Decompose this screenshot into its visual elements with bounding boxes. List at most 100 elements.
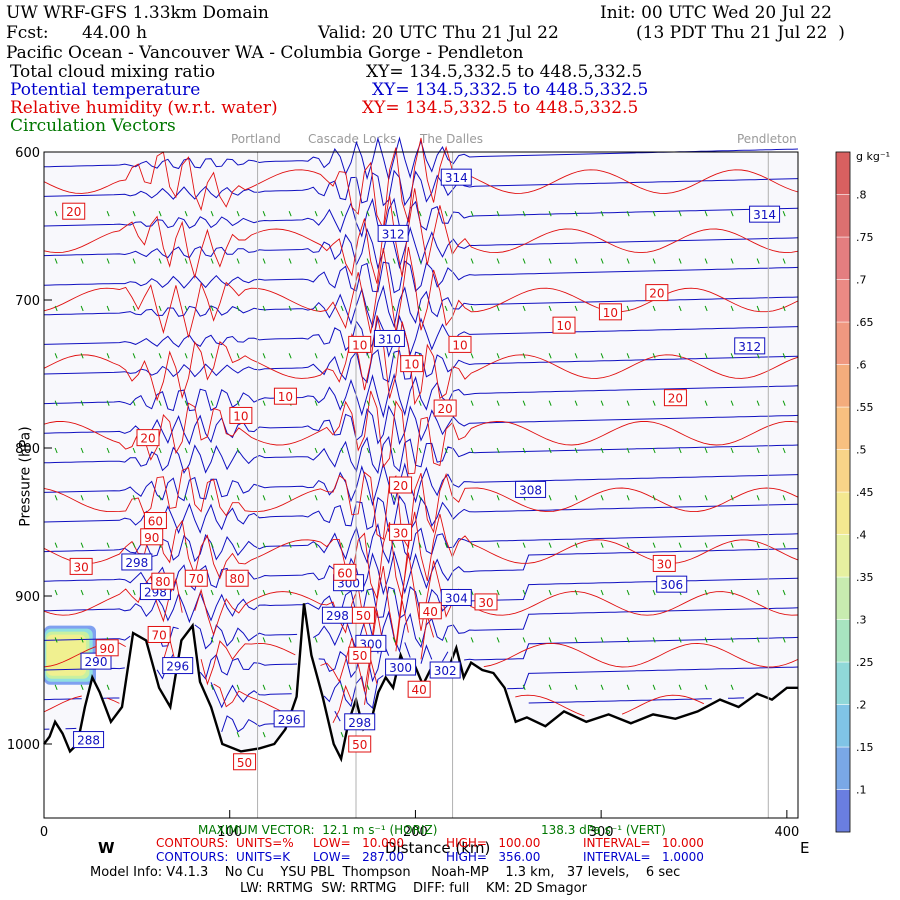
field-theta-label: Potential temperature bbox=[10, 80, 201, 100]
rh-contour-label-box bbox=[389, 476, 413, 494]
rh-contour-label-box bbox=[69, 557, 93, 575]
cloud-contour-fill bbox=[46, 634, 87, 676]
rh-contour-label: 40 bbox=[423, 605, 438, 619]
rh-contour-label: 50 bbox=[352, 649, 367, 663]
circulation-vector bbox=[54, 353, 58, 359]
circulation-vector bbox=[782, 353, 786, 359]
theta-contour-high: HIGH= 356.00 bbox=[446, 850, 541, 864]
circulation-vector bbox=[236, 589, 240, 596]
circulation-vector bbox=[262, 305, 266, 312]
circulation-vector bbox=[262, 400, 266, 406]
circulation-vector bbox=[444, 305, 448, 312]
colorbar-segment bbox=[835, 406, 851, 450]
rh-contour-label-box bbox=[663, 389, 687, 407]
rh-contour-label: 20 bbox=[649, 287, 664, 301]
circulation-vector bbox=[132, 589, 136, 596]
theta-contour-label-box bbox=[734, 337, 766, 355]
theta-contour-line bbox=[43, 607, 799, 655]
rh-contour-high: HIGH= 100.00 bbox=[446, 836, 541, 850]
circulation-vector bbox=[756, 542, 760, 548]
rh-contour-label-box bbox=[140, 528, 164, 546]
circulation-vector bbox=[184, 305, 188, 312]
circulation-vector bbox=[678, 258, 682, 264]
theta-contour-label: 290 bbox=[85, 655, 108, 669]
circulation-vector bbox=[756, 637, 760, 643]
circulation-vector bbox=[444, 447, 448, 454]
circulation-vector bbox=[522, 542, 526, 548]
circulation-vector bbox=[548, 447, 552, 454]
x-tick-label: 0 bbox=[40, 825, 48, 840]
circulation-vector bbox=[262, 637, 266, 643]
circulation-vector bbox=[132, 353, 136, 359]
circulation-vector bbox=[652, 495, 656, 501]
circulation-vector bbox=[210, 589, 214, 596]
circulation-vector bbox=[782, 495, 786, 501]
circulation-vector bbox=[158, 258, 162, 264]
circulation-vector bbox=[522, 684, 526, 690]
circulation-vector bbox=[80, 637, 84, 643]
rh-contour-label-box bbox=[348, 735, 372, 753]
circulation-vector bbox=[522, 637, 526, 643]
colorbar-units: g kg⁻¹ bbox=[856, 150, 890, 163]
circulation-vector bbox=[496, 637, 500, 643]
circulation-vector bbox=[496, 589, 500, 596]
theta-contour-label-box bbox=[385, 658, 417, 676]
rh-contour-label-box bbox=[407, 680, 431, 698]
rh-contour-interval: INTERVAL= 10.000 bbox=[583, 836, 704, 850]
theta-contour-label-box bbox=[344, 713, 376, 731]
field-cloud-xy: XY= 134.5,332.5 to 448.5,332.5 bbox=[366, 62, 643, 82]
circulation-vector bbox=[574, 542, 578, 548]
rh-contour-label: 10 bbox=[233, 409, 248, 423]
circulation-vector bbox=[184, 495, 188, 501]
model-info: Model Info: V4.1.3 No Cu YSU PBL Thompso… bbox=[90, 865, 681, 880]
circulation-vector bbox=[756, 258, 760, 264]
circulation-vector bbox=[496, 305, 500, 312]
circulation-vector bbox=[600, 589, 604, 596]
rh-contour-label: 20 bbox=[668, 392, 683, 406]
circulation-vector bbox=[288, 542, 292, 548]
circulation-vector bbox=[652, 542, 656, 548]
circulation-vector bbox=[782, 637, 786, 643]
circulation-vector bbox=[158, 211, 162, 217]
theta-contour-line bbox=[43, 169, 799, 207]
rh-contour-label: 50 bbox=[237, 756, 252, 770]
rh-contour-label: 20 bbox=[66, 205, 81, 219]
field-rh-xy: XY= 134.5,332.5 to 448.5,332.5 bbox=[362, 98, 639, 118]
circulation-vector bbox=[158, 495, 162, 501]
circulation-vector bbox=[80, 353, 84, 359]
circulation-vector bbox=[600, 495, 604, 501]
circulation-vector bbox=[730, 684, 734, 690]
circulation-vector bbox=[210, 495, 214, 501]
circulation-vector bbox=[210, 684, 214, 690]
x-tick-label: 100 bbox=[217, 825, 242, 840]
circulation-vector bbox=[366, 589, 370, 596]
circulation-vector bbox=[210, 542, 214, 548]
circulation-vector bbox=[704, 211, 708, 217]
rh-contour-label-box bbox=[62, 202, 86, 220]
circulation-vector bbox=[262, 211, 266, 217]
theta-contour-line bbox=[43, 523, 799, 565]
circulation-vector bbox=[418, 447, 422, 454]
circulation-vector bbox=[314, 400, 318, 406]
colorbar-frame bbox=[835, 151, 851, 833]
circulation-vector bbox=[652, 400, 656, 406]
circulation-vector bbox=[522, 589, 526, 596]
rh-contour-label: 50 bbox=[356, 609, 371, 623]
circulation-vector bbox=[496, 258, 500, 264]
circulation-vector bbox=[106, 589, 110, 596]
circulation-vector bbox=[730, 589, 734, 596]
physics-info: LW: RRTMG SW: RRTMG DIFF: full KM: 2D Sm… bbox=[240, 881, 587, 896]
rh-contour-label: 30 bbox=[657, 557, 672, 571]
circulation-vector bbox=[54, 684, 58, 690]
circulation-vector bbox=[756, 495, 760, 501]
rh-contour-label-box bbox=[351, 606, 375, 624]
y-tick-label: 600 bbox=[15, 146, 40, 161]
circulation-vector bbox=[444, 542, 448, 548]
theta-contour-line bbox=[43, 462, 799, 507]
circulation-vector bbox=[184, 400, 188, 406]
rh-contour-line bbox=[43, 467, 799, 550]
circulation-vector bbox=[106, 258, 110, 264]
theta-contour-label: 310 bbox=[378, 332, 401, 346]
circulation-vector bbox=[704, 447, 708, 454]
circulation-vector bbox=[730, 447, 734, 454]
